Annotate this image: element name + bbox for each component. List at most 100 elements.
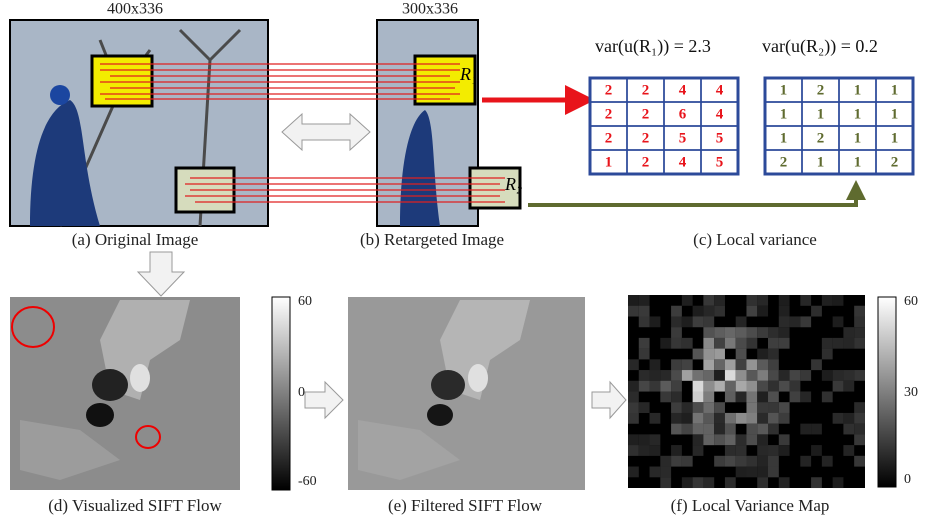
colorbar-label: 60 bbox=[904, 294, 918, 309]
grid-value: 2 bbox=[817, 82, 825, 98]
variance-cell bbox=[671, 327, 682, 338]
variance-cell bbox=[660, 381, 671, 392]
variance-cell bbox=[671, 359, 682, 370]
variance-cell bbox=[725, 434, 736, 445]
colorbar-label: 30 bbox=[904, 385, 918, 400]
variance-cell bbox=[628, 467, 639, 478]
variance-cell bbox=[639, 316, 650, 327]
grid-value: 4 bbox=[716, 82, 724, 98]
variance-cell bbox=[833, 338, 844, 349]
variance-cell bbox=[693, 370, 704, 381]
variance-cell bbox=[746, 402, 757, 413]
variance-cell bbox=[768, 424, 779, 435]
grid-value: 4 bbox=[679, 154, 687, 170]
variance-cell bbox=[650, 381, 661, 392]
variance-cell bbox=[660, 338, 671, 349]
filtered-flow-image bbox=[348, 297, 585, 490]
variance-cell bbox=[779, 338, 790, 349]
down-arrow bbox=[138, 252, 184, 296]
variance-cell bbox=[790, 316, 801, 327]
variance-cell bbox=[628, 402, 639, 413]
variance-cell bbox=[703, 316, 714, 327]
variance-cell bbox=[714, 381, 725, 392]
variance-cell bbox=[854, 306, 865, 317]
variance-cell bbox=[671, 413, 682, 424]
colorbar-label: 60 bbox=[298, 294, 312, 309]
variance-cell bbox=[639, 381, 650, 392]
variance-cell bbox=[779, 445, 790, 456]
variance-cell bbox=[822, 338, 833, 349]
variance-cell bbox=[746, 338, 757, 349]
variance-cell bbox=[800, 295, 811, 306]
sift-flow-image bbox=[10, 297, 240, 490]
variance-cell bbox=[703, 359, 714, 370]
variance-cell bbox=[768, 467, 779, 478]
grid-value: 1 bbox=[780, 106, 788, 122]
variance-cell bbox=[671, 424, 682, 435]
variance-cell bbox=[714, 456, 725, 467]
variance-cell bbox=[757, 424, 768, 435]
variance-cell bbox=[746, 467, 757, 478]
variance-cell bbox=[628, 306, 639, 317]
variance-cell bbox=[768, 370, 779, 381]
variance-cell bbox=[671, 391, 682, 402]
variance-formula: var(u(R₁)) = 2.3 bbox=[595, 36, 711, 57]
variance-cell bbox=[682, 295, 693, 306]
variance-cell bbox=[671, 370, 682, 381]
variance-cell bbox=[714, 370, 725, 381]
variance-cell bbox=[800, 316, 811, 327]
variance-cell bbox=[746, 359, 757, 370]
grid-value: 2 bbox=[605, 82, 613, 98]
variance-cell bbox=[628, 434, 639, 445]
caption: (b) Retargeted Image bbox=[360, 230, 504, 249]
variance-cell bbox=[736, 391, 747, 402]
double-arrow bbox=[282, 114, 370, 150]
variance-cell bbox=[746, 456, 757, 467]
grid-value: 1 bbox=[854, 154, 862, 170]
grid-value: 4 bbox=[716, 106, 724, 122]
variance-cell bbox=[746, 295, 757, 306]
variance-cell bbox=[682, 456, 693, 467]
variance-cell bbox=[790, 381, 801, 392]
variance-cell bbox=[843, 424, 854, 435]
variance-cell bbox=[693, 391, 704, 402]
variance-cell bbox=[703, 402, 714, 413]
variance-cell bbox=[736, 434, 747, 445]
variance-cell bbox=[746, 391, 757, 402]
variance-cell bbox=[811, 445, 822, 456]
caption: (c) Local variance bbox=[693, 230, 817, 249]
variance-cell bbox=[800, 391, 811, 402]
grid-value: 2 bbox=[605, 130, 613, 146]
variance-cell bbox=[714, 338, 725, 349]
variance-cell bbox=[671, 316, 682, 327]
variance-cell bbox=[671, 445, 682, 456]
variance-cell bbox=[822, 391, 833, 402]
variance-cell bbox=[693, 413, 704, 424]
original-image bbox=[10, 20, 268, 226]
colorbar bbox=[878, 297, 896, 487]
variance-cell bbox=[833, 413, 844, 424]
variance-cell bbox=[768, 445, 779, 456]
grid-value: 2 bbox=[817, 130, 825, 146]
variance-cell bbox=[660, 477, 671, 488]
variance-cell bbox=[703, 434, 714, 445]
variance-cell bbox=[746, 381, 757, 392]
variance-cell bbox=[650, 467, 661, 478]
variance-cell bbox=[736, 338, 747, 349]
variance-cell bbox=[714, 359, 725, 370]
variance-cell bbox=[628, 413, 639, 424]
variance-cell bbox=[714, 434, 725, 445]
variance-cell bbox=[736, 413, 747, 424]
variance-cell bbox=[779, 370, 790, 381]
variance-cell bbox=[693, 316, 704, 327]
variance-cell bbox=[768, 402, 779, 413]
variance-cell bbox=[822, 349, 833, 360]
variance-cell bbox=[639, 349, 650, 360]
variance-cell bbox=[725, 413, 736, 424]
variance-cell bbox=[703, 338, 714, 349]
variance-cell bbox=[639, 445, 650, 456]
variance-cell bbox=[628, 381, 639, 392]
variance-cell bbox=[682, 359, 693, 370]
grid-value: 2 bbox=[642, 130, 650, 146]
